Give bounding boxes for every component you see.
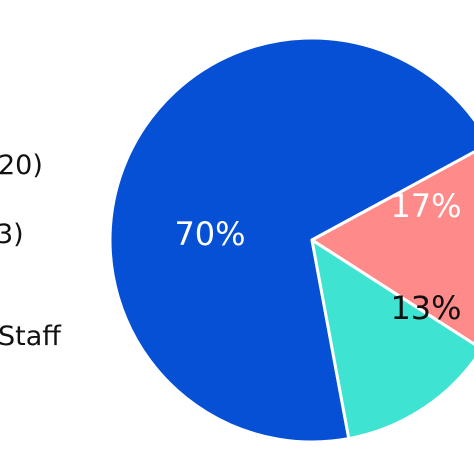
slice-label-3: 13% [390,289,461,327]
slice-label-2: 17% [390,187,461,225]
pie-slice-3 [310,238,474,441]
pie-slice-2 [310,150,474,346]
pie-slice-1 [108,36,474,444]
slice-label-1: 70% [174,215,245,253]
